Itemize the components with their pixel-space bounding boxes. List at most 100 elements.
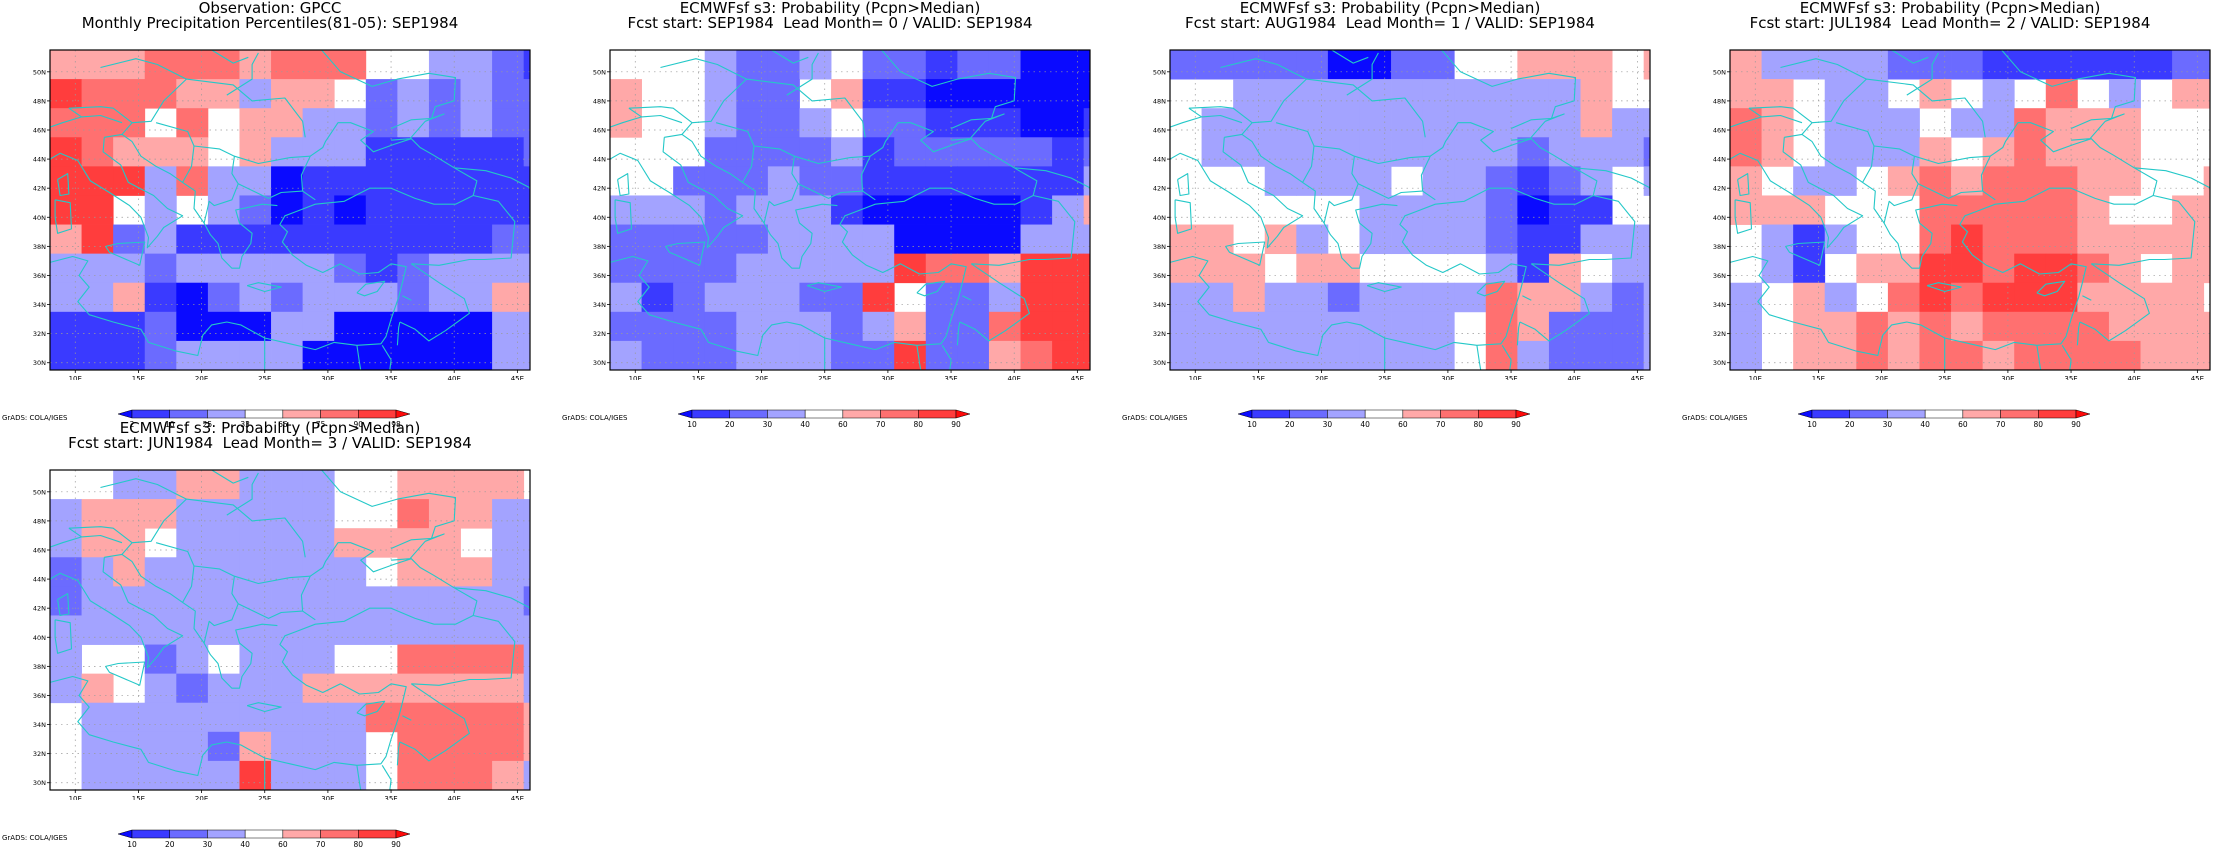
- grid-cell: [523, 282, 531, 313]
- grads-credit: GrADS: COLA/IGES: [2, 834, 68, 842]
- colorbar-swatch: [282, 409, 321, 419]
- grid-cell: [428, 644, 461, 675]
- grid-cell: [1919, 282, 1952, 313]
- grid-cell: [113, 50, 146, 80]
- grid-cell: [1793, 195, 1826, 225]
- y-tick-label: 48N: [33, 517, 46, 525]
- coastline: [356, 700, 386, 717]
- y-tick-label: 36N: [1713, 272, 1726, 280]
- grid-cell: [2045, 137, 2078, 167]
- grid-cell: [81, 282, 114, 313]
- grid-cell: [1296, 253, 1329, 284]
- grid-cell: [1517, 224, 1550, 255]
- coastline: [1906, 52, 1939, 96]
- grid-cell: [1548, 253, 1581, 284]
- x-tick-label: 45E: [511, 795, 524, 800]
- x-tick-label: 25E: [258, 795, 271, 800]
- panel-subtitle: Fcst start: SEP1984 Lead Month= 0 / VALI…: [627, 14, 1033, 32]
- grid-cell: [1422, 340, 1455, 371]
- grid-cell: [397, 224, 430, 255]
- grid-cell: [1824, 311, 1857, 342]
- grid-cell: [736, 50, 769, 80]
- grid-cell: [460, 673, 493, 704]
- grid-cell: [1422, 224, 1455, 255]
- grid-cell: [2014, 166, 2047, 196]
- grid-cell: [925, 137, 958, 167]
- grid-cell: [397, 644, 430, 675]
- grid-cell: [894, 253, 927, 284]
- grid-cell: [1730, 108, 1762, 138]
- coastline: [1729, 187, 2154, 357]
- grid-cell: [831, 253, 864, 284]
- grid-cell: [302, 702, 335, 733]
- grid-cell: [113, 340, 146, 371]
- grid-cell: [894, 224, 927, 255]
- y-tick-label: 48N: [33, 97, 46, 105]
- coastline: [226, 52, 259, 96]
- grid-cell: [334, 615, 367, 645]
- x-tick-label: 35E: [384, 795, 397, 800]
- colorbar-label: 90: [1511, 420, 1521, 429]
- grid-cell: [365, 586, 398, 616]
- grid-cell: [1233, 282, 1266, 313]
- grid-cell: [957, 340, 990, 371]
- coastline: [1510, 113, 1565, 141]
- grid-cell: [799, 195, 832, 225]
- colorbar-swatch: [395, 409, 411, 419]
- grid-cell: [2140, 224, 2173, 255]
- grid-cell: [1296, 340, 1329, 371]
- grid-cell: [2045, 195, 2078, 225]
- coastline: [193, 565, 239, 644]
- grid-cell: [144, 760, 177, 791]
- grid-cell: [113, 470, 146, 500]
- coastline: [402, 295, 412, 301]
- grid-cell: [176, 760, 209, 791]
- grid-cell: [1643, 166, 1651, 196]
- grid-cell: [2108, 340, 2141, 371]
- coastline: [1509, 359, 1512, 371]
- grid-cell: [334, 311, 367, 342]
- colorbar-swatch: [169, 409, 208, 419]
- colorbar-swatch: [1849, 409, 1888, 419]
- grid-cell: [1391, 108, 1424, 138]
- grid-cell: [1982, 108, 2015, 138]
- grid-cell: [704, 311, 737, 342]
- grid-cell: [736, 253, 769, 284]
- grid-cell: [1824, 50, 1857, 80]
- grid-cell: [2140, 340, 2173, 371]
- grid-cell: [894, 195, 927, 225]
- grid-cell: [302, 760, 335, 791]
- coastline: [628, 78, 866, 138]
- grid-cell: [1296, 50, 1329, 80]
- grid-cell: [1327, 282, 1360, 313]
- colorbar-label: 80: [2034, 420, 2044, 429]
- grid-cell: [113, 557, 146, 587]
- grid-cell: [1761, 79, 1794, 109]
- grid-cell: [239, 50, 272, 80]
- grid-cell: [1982, 79, 2015, 109]
- grid-cell: [2014, 340, 2047, 371]
- grid-cell: [2077, 50, 2110, 80]
- grid-cell: [831, 79, 864, 109]
- grid-cell: [2014, 137, 2047, 167]
- data-cells: [50, 50, 531, 371]
- grid-cell: [302, 253, 335, 284]
- grid-cell: [239, 586, 272, 616]
- grid-cell: [428, 282, 461, 313]
- coastline: [389, 779, 392, 791]
- coastline: [617, 173, 630, 197]
- y-tick-label: 30N: [1153, 359, 1166, 367]
- grid-cell: [239, 470, 272, 500]
- panel-obs: Observation: GPCC Monthly Precipitation …: [0, 0, 560, 429]
- coastline: [390, 533, 445, 561]
- grid-cell: [1824, 282, 1857, 313]
- coastline: [402, 715, 412, 721]
- grid-cell: [1020, 50, 1053, 80]
- grid-cell: [1359, 340, 1392, 371]
- coastlines: [1716, 49, 2217, 371]
- grid-cell: [492, 50, 525, 80]
- grid-cell: [365, 340, 398, 371]
- grid-cell: [862, 166, 895, 196]
- grid-cell: [144, 586, 177, 616]
- grid-cell: [1264, 79, 1297, 109]
